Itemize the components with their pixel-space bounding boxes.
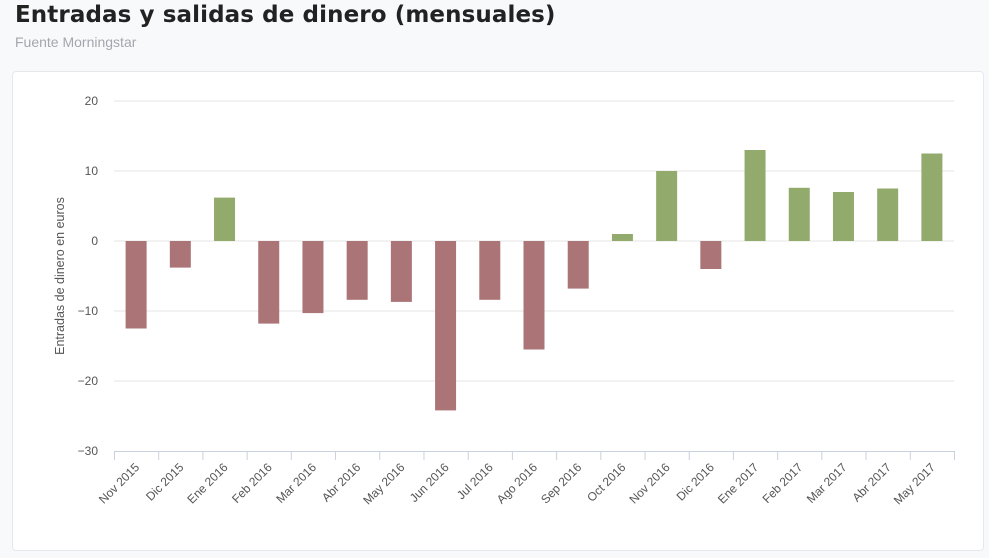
x-tick-label: Ago 2016 <box>494 460 540 506</box>
bar-nov-2015 <box>125 241 147 329</box>
bar-mar-2016 <box>302 241 324 314</box>
bar-oct-2016 <box>611 234 633 241</box>
x-tick-label: Nov 2016 <box>627 460 673 506</box>
x-tick-label: Mar 2016 <box>273 460 319 506</box>
bar-feb-2017 <box>788 187 810 241</box>
bar-sep-2016 <box>567 241 589 289</box>
bar-dic-2016 <box>700 241 722 269</box>
bar-nov-2016 <box>656 171 678 241</box>
bar-dic-2015 <box>169 241 191 268</box>
bar-feb-2016 <box>258 241 280 324</box>
bar-jul-2016 <box>479 241 501 300</box>
x-axis <box>114 451 955 460</box>
y-tick-label: 20 <box>85 94 99 108</box>
x-tick-label: Sep 2016 <box>538 460 584 506</box>
bar-ene-2016 <box>214 197 236 241</box>
x-tick-label: Ene 2016 <box>184 460 230 506</box>
x-tick-label: Dic 2016 <box>674 460 718 504</box>
bar-abr-2017 <box>877 188 899 241</box>
x-tick-label: Dic 2015 <box>143 460 187 504</box>
x-tick-label: Abr 2016 <box>319 460 364 505</box>
x-tick-label: Abr 2017 <box>849 460 894 505</box>
bar-abr-2016 <box>346 241 368 300</box>
y-tick-label: 10 <box>85 164 99 178</box>
page-subtitle: Fuente Morningstar <box>15 34 137 50</box>
page-title: Entradas y salidas de dinero (mensuales) <box>15 2 556 28</box>
x-tick-label: Ene 2017 <box>715 460 761 506</box>
bars <box>125 150 943 411</box>
bar-jun-2016 <box>435 241 457 411</box>
y-axis-title: Entradas de dinero en euros <box>53 197 67 355</box>
y-tick-label: 0 <box>91 234 98 248</box>
x-tick-label: Mar 2017 <box>804 460 850 506</box>
bar-may-2016 <box>390 241 412 302</box>
y-tick-label: −10 <box>78 304 99 318</box>
x-tick-label: Feb 2016 <box>229 460 275 506</box>
bar-ago-2016 <box>523 241 545 350</box>
x-tick-label: Jul 2016 <box>454 460 496 502</box>
x-tick-label: Jun 2016 <box>407 460 452 505</box>
y-tick-labels: 20 10 0 −10 −20 −30 <box>78 94 99 458</box>
y-tick-label: −30 <box>78 444 99 458</box>
bar-mar-2017 <box>832 192 854 241</box>
x-tick-label: Oct 2016 <box>584 460 629 505</box>
x-tick-label: May 2017 <box>891 460 938 507</box>
bar-chart: 20 10 0 −10 −20 −30 Entradas de dinero en eur… <box>53 94 955 507</box>
bar-may-2017 <box>921 153 943 241</box>
y-tick-label: −20 <box>78 374 99 388</box>
x-tick-label: Nov 2015 <box>96 460 142 506</box>
bar-ene-2017 <box>744 150 766 241</box>
x-tick-label: May 2016 <box>360 460 407 507</box>
chart-card: 20 10 0 −10 −20 −30 Entradas de dinero en eur… <box>12 71 984 551</box>
x-tick-label: Feb 2017 <box>760 460 806 506</box>
